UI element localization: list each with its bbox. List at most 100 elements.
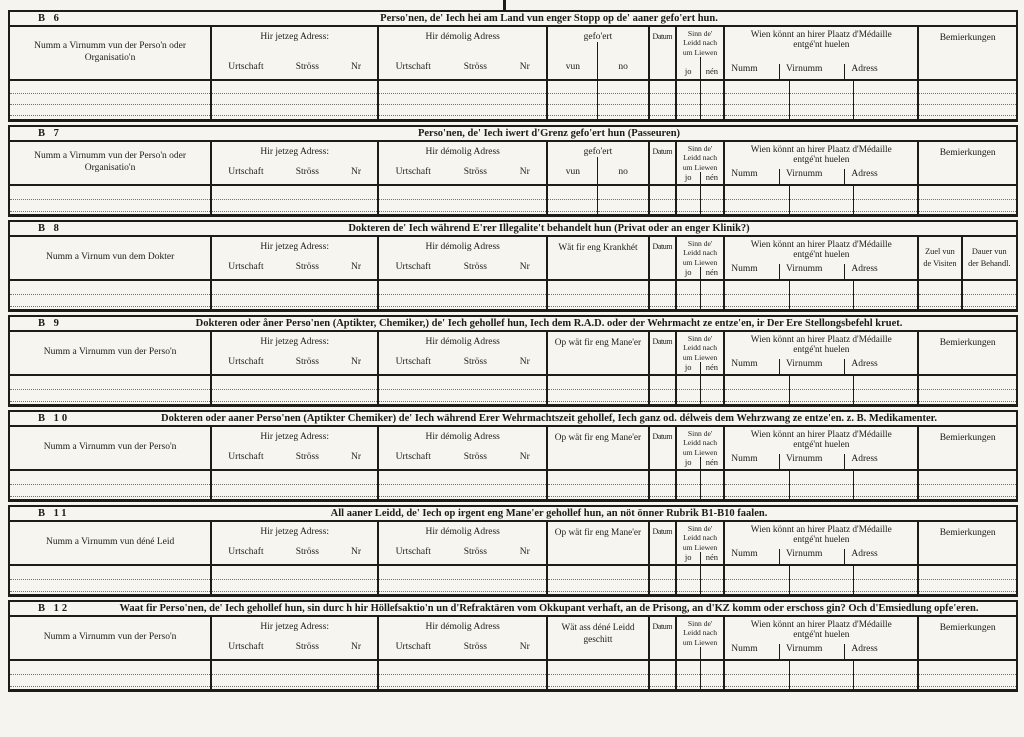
dotted-entry-line [919,283,961,295]
entry-cell-alive [674,281,724,309]
entry-cell [548,186,598,214]
dotted-entry-line [379,83,547,94]
entry-cell-current-address [210,281,378,309]
entry-cell [699,81,724,119]
medal-recipient-sublabels: Numm Virnumm Adress [725,64,917,79]
column-still-alive: Sinn de' Leidd nach um Liewen jo nén [674,27,723,79]
gefoert-label: gefo'ert [583,147,613,157]
numm-label: Numm [731,359,758,369]
entry-cell-date [647,566,675,594]
dotted-entry-line [919,663,1016,675]
stross-label: Ströss [463,547,487,557]
entry-cell-medal-recipient [723,186,918,214]
section-title-row: B 11 All aaner Leidd, de' Iech op irgent… [10,507,1016,522]
column-still-alive: Sinn de' Leidd nach um Liewen [674,617,724,659]
column-date: Datum [647,27,675,79]
entry-cell-current-address [210,376,378,404]
jo-nen-sublabels [677,646,724,659]
entry-cell-medal-recipient [723,566,918,594]
address-sublabels: Urtschaft Ströss Nr [379,642,546,652]
entry-cell-former-address [377,81,547,119]
entry-cell [699,281,724,309]
dotted-entry-line [676,473,700,485]
dotted-entry-line [598,105,648,116]
entry-cell-date [647,81,675,119]
numm-label: Numm [731,64,758,74]
entry-cell-name [10,81,211,119]
column-remarks: Bemierkungen [917,332,1016,374]
dotted-entry-line [649,663,675,675]
section-label: B 8 [38,223,62,234]
column-name: Numm a Virnumm vun der Perso'n [10,617,210,659]
dotted-entry-line [853,83,918,94]
dotted-entry-line [919,200,1016,212]
nr-label: Nr [351,357,362,367]
entry-cell [676,661,700,689]
entry-cell [852,376,918,404]
section-title-row: B 8 Dokteren de' Iech während E'rer Ille… [10,222,1016,237]
remarks-label: Bemierkungen [939,148,996,158]
entry-cell-remarks [917,661,1016,689]
dotted-entry-line [10,94,211,105]
dotted-entry-line [598,83,648,94]
table-header-row: Numm a Virnumm vun der Perso'n Hir jetze… [10,617,1016,661]
urtschaft-label: Urtschaft [395,62,431,72]
dotted-entry-line [212,580,378,592]
entry-cell-alive [674,566,724,594]
stross-label: Ströss [295,262,319,272]
dotted-entry-line [548,580,648,592]
dotted-entry-line [676,663,700,675]
column-still-alive: Sinn de' Leidd nach um Liewen jo nén [674,522,723,565]
entry-rows [10,471,1016,499]
dotted-entry-line [676,83,700,94]
column-former-address: Hir démolig Adress Urtschaft Ströss Nr [377,237,546,279]
dotted-entry-line [700,295,724,307]
entry-cell-remarks [917,81,1016,119]
dotted-entry-line [676,295,700,307]
stross-label: Ströss [295,62,319,72]
column-still-alive: Sinn de' Leidd nach um Liewen jo nén [674,237,723,280]
entry-cell [676,376,700,404]
dotted-entry-line [10,390,211,402]
stross-label: Ströss [295,642,319,652]
dotted-entry-line [853,94,918,105]
dotted-entry-line [10,188,211,200]
dotted-entry-line [379,378,547,390]
dotted-entry-line [649,83,675,94]
address-sublabels: Urtschaft Ströss Nr [379,262,546,272]
dotted-entry-line [789,485,853,497]
former-address-label: Hir démolig Adress [425,432,500,442]
dotted-entry-line [649,295,675,307]
nen-label [699,646,724,659]
dotted-entry-line [649,283,675,295]
dotted-entry-line [700,580,724,592]
medal-recipient-sublabels: Numm Virnumm Adress [725,264,917,279]
column-name: Numm a Virnumm vun der Perso'n oder Orga… [10,27,210,79]
entry-rows [10,661,1016,689]
entry-rows [10,186,1016,214]
virnumm-label: Virnumm [779,169,844,184]
entry-cell-date [647,661,675,689]
adress-label: Adress [844,264,917,279]
dotted-entry-line [700,568,724,580]
dotted-entry-line [725,105,789,116]
entry-cell [676,471,700,499]
dotted-entry-line [725,675,789,687]
dotted-entry-line [548,200,598,212]
urtschaft-label: Urtschaft [395,262,431,272]
dotted-entry-line [700,283,724,295]
dotted-entry-line [548,378,648,390]
column-current-address: Hir jetzeg Adress: Urtschaft Ströss Nr [210,617,377,659]
adress-label: Adress [844,169,917,184]
virnumm-label: Virnumm [779,264,844,279]
entry-cell-current-address [210,566,378,594]
former-address-label: Hir démolig Adress [425,527,500,537]
virnumm-label: Virnumm [779,644,844,659]
address-sublabels: Urtschaft Ströss Nr [379,167,546,177]
column-former-address: Hir démolig Adress Urtschaft Ströss Nr [377,617,546,659]
entry-cell-former-address [377,186,547,214]
medal-recipient-label: Wien könnt an hirer Plaatz d'Médaille [750,335,892,345]
dotted-entry-line [919,473,1016,485]
stross-label: Ströss [295,167,319,177]
urtschaft-label: Urtschaft [228,642,264,652]
